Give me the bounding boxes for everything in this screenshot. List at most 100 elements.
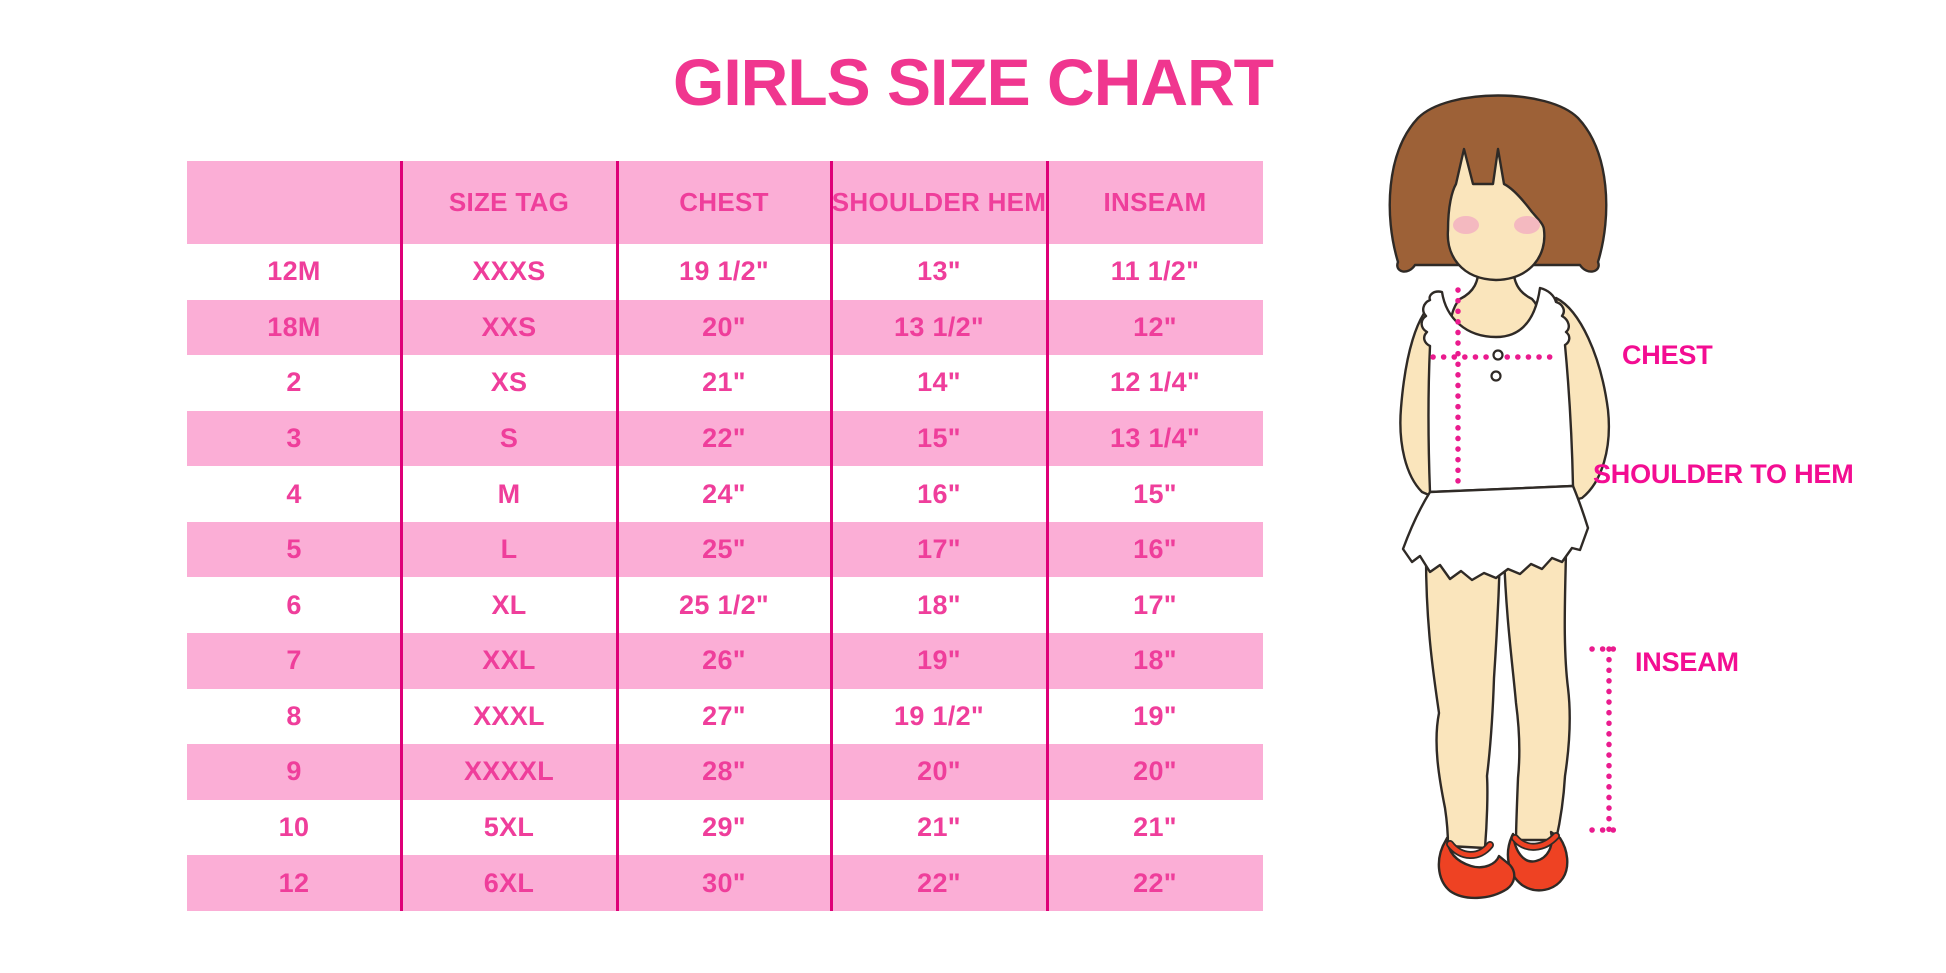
table-cell: XXS: [481, 311, 537, 342]
chest-label: CHEST: [1622, 340, 1713, 370]
table-cell: 14": [917, 367, 961, 398]
table-row: 5 L 25" 17" 16": [187, 521, 1263, 578]
table-cell: 18M: [267, 311, 321, 342]
dress-skirt: [1401, 484, 1590, 582]
table-cell: 19": [1133, 700, 1177, 731]
table-cell: 25": [702, 534, 746, 565]
table-cell: 26": [702, 645, 746, 676]
table-cell: 8: [286, 700, 302, 731]
table-cell: 12M: [267, 256, 321, 287]
table-cell: XXXL: [473, 700, 545, 731]
table-cell: 21": [702, 367, 746, 398]
blush-right: [1514, 216, 1540, 234]
column-header: SIZE TAG: [448, 187, 570, 217]
column-header: [187, 161, 401, 244]
table-cell: 21": [1133, 812, 1177, 843]
table-cell: 18": [1133, 645, 1177, 676]
table-cell: 19": [917, 645, 961, 676]
table-cell: 15": [917, 423, 961, 454]
table-cell: 19 1/2": [894, 700, 984, 731]
table-cell: 7: [286, 645, 302, 676]
table-cell: 20": [702, 311, 746, 342]
table-row: 4 M 24" 16" 15": [187, 466, 1263, 522]
girl-illustration: [1388, 94, 1620, 900]
table-cell: XXXXL: [463, 756, 555, 787]
table-cell: 25 1/2": [679, 589, 769, 620]
face: [1446, 147, 1546, 282]
column-header: CHEST: [679, 187, 769, 217]
table-cell: 21": [917, 812, 961, 843]
table-row: 3 S 22" 15" 13 1/4": [187, 410, 1263, 467]
column-divider: [829, 161, 833, 911]
table-cell: 12 1/4": [1110, 367, 1200, 398]
dress-bodice: [1420, 286, 1575, 494]
table-cell: M: [497, 478, 521, 509]
table-row: 9 XXXXL 28" 20" 20": [187, 744, 1263, 800]
table-cell: 17": [1133, 589, 1177, 620]
table-cell: 28": [702, 756, 746, 787]
table-header-row: SIZE TAG CHEST SHOULDER HEM INSEAM: [187, 161, 1263, 244]
table-cell: 16": [917, 478, 961, 509]
table-cell: 2: [286, 367, 302, 398]
table-cell: 12": [1133, 311, 1177, 342]
table-cell: 6: [286, 589, 302, 620]
table-cell: XS: [490, 367, 528, 398]
shoe-right-strap-top: [1512, 833, 1559, 849]
table-cell: XL: [491, 589, 527, 620]
table-row: 10 5XL 29" 21" 21": [187, 799, 1263, 856]
leg-left: [1424, 554, 1502, 850]
table-cell: 4: [286, 478, 302, 509]
table-cell: 22": [917, 867, 961, 898]
shoe-left: [1437, 836, 1516, 900]
table-cell: 15": [1133, 478, 1177, 509]
table-cell: 13 1/4": [1110, 423, 1200, 454]
table-cell: 27": [702, 700, 746, 731]
page-title: GIRLS SIZE CHART: [672, 45, 1274, 119]
table-row: 12M XXXS 19 1/2" 13" 11 1/2": [187, 244, 1263, 300]
column-divider: [399, 161, 403, 911]
blush-left: [1453, 216, 1479, 234]
table-cell: 30": [702, 867, 746, 898]
table-cell: 3: [286, 423, 302, 454]
table-cell: XXL: [482, 645, 536, 676]
table-cell: 5XL: [483, 812, 535, 843]
table-row: 7 XXL 26" 19" 18": [187, 633, 1263, 689]
button-top: [1492, 349, 1504, 361]
table-cell: 24": [702, 478, 746, 509]
table-cell: 11 1/2": [1110, 256, 1200, 287]
button-bottom: [1490, 370, 1502, 382]
leg-right: [1502, 550, 1571, 842]
table-row: 8 XXXL 27" 19 1/2" 19": [187, 688, 1263, 745]
table-cell: S: [499, 423, 519, 454]
table-cell: L: [500, 534, 518, 565]
table-cell: 22": [1133, 867, 1177, 898]
table-cell: 22": [702, 423, 746, 454]
shoe-left-strap-top: [1447, 841, 1493, 858]
table-row: 12 6XL 30" 22" 22": [187, 855, 1263, 911]
table-cell: 29": [702, 812, 746, 843]
table-cell: 20": [917, 756, 961, 787]
table-row: 2 XS 21" 14" 12 1/4": [187, 355, 1263, 411]
table-cell: 13 1/2": [894, 311, 984, 342]
table-cell: XXXS: [472, 256, 546, 287]
column-header: SHOULDER HEM: [831, 187, 1047, 217]
inseam-label: INSEAM: [1635, 647, 1739, 677]
table-cell: 16": [1133, 534, 1177, 565]
shoe-right: [1506, 830, 1569, 892]
column-header: INSEAM: [1103, 187, 1207, 217]
table-cell: 12: [278, 867, 310, 898]
table-cell: 17": [917, 534, 961, 565]
table-cell: 18": [917, 589, 961, 620]
column-divider: [1045, 161, 1049, 911]
size-table: SIZE TAG CHEST SHOULDER HEM INSEAM 12M XXXS 19…: [187, 161, 1263, 911]
table-row: 6 XL 25 1/2" 18" 17": [187, 577, 1263, 634]
table-cell: 5: [286, 534, 302, 565]
table-row: 18M XXS 20" 13 1/2" 12": [187, 299, 1263, 356]
shoulder-to-hem-label: SHOULDER TO HEM: [1593, 459, 1854, 489]
table-cell: 13": [917, 256, 961, 287]
table-cell: 6XL: [483, 867, 535, 898]
table-cell: 9: [286, 756, 302, 787]
table-cell: 20": [1133, 756, 1177, 787]
table-cell: 19 1/2": [679, 256, 769, 287]
